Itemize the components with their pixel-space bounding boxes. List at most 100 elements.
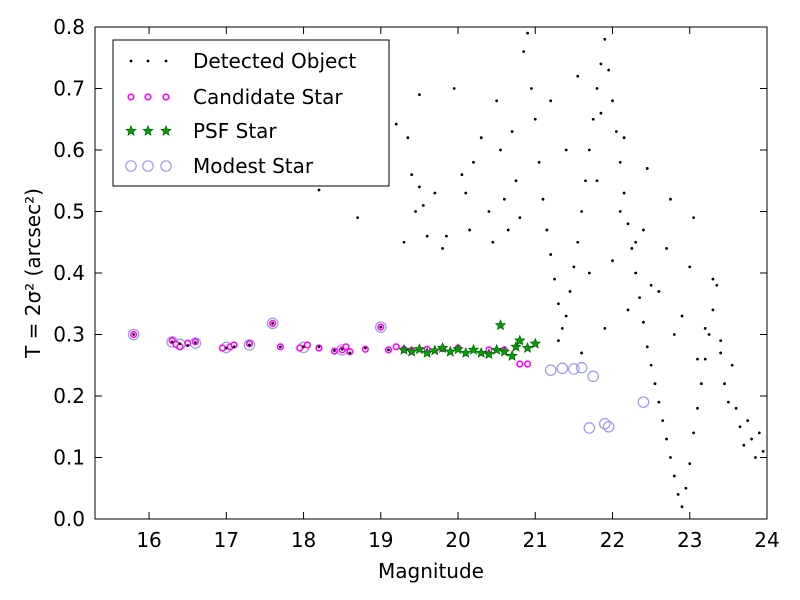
data-point [688, 462, 692, 466]
data-point [757, 431, 761, 435]
data-point [452, 343, 464, 355]
data-point [418, 185, 421, 189]
data-point [645, 167, 649, 170]
data-point [271, 322, 275, 325]
data-point [696, 406, 699, 410]
data-point [410, 173, 414, 177]
data-point [730, 363, 734, 367]
data-point [537, 160, 541, 164]
legend-marker [127, 93, 135, 101]
legend-marker [142, 160, 154, 172]
data-point [557, 339, 560, 343]
data-point [564, 148, 568, 152]
data-point [676, 493, 680, 496]
data-point [653, 382, 657, 386]
data-point [564, 314, 568, 318]
data-point [498, 345, 511, 357]
legend-marker [162, 93, 170, 101]
data-point [394, 122, 398, 126]
data-point [472, 160, 475, 164]
data-point [445, 234, 448, 238]
data-point [692, 216, 696, 220]
data-point [518, 216, 522, 220]
data-point [549, 99, 553, 103]
legend-marker [129, 59, 133, 63]
data-point [680, 314, 684, 318]
legend-label-modest: Modest Star [193, 154, 314, 178]
data-point [224, 346, 228, 350]
y-tick-label: 0.0 [53, 507, 85, 531]
data-point [425, 234, 429, 238]
data-point [661, 419, 665, 422]
x-tick-label: 16 [136, 528, 161, 552]
data-point [750, 437, 753, 441]
legend-marker [125, 160, 137, 172]
data-point [672, 333, 676, 336]
data-point [553, 277, 556, 281]
data-point [591, 117, 595, 121]
data-point [560, 326, 564, 330]
data-point [303, 341, 312, 349]
data-point [557, 302, 560, 306]
data-point [549, 253, 553, 256]
legend: Detected Object Candidate Star PSF Star … [112, 39, 390, 187]
data-point [587, 271, 591, 275]
data-point [506, 350, 518, 361]
data-point [556, 362, 569, 375]
y-tick-label: 0.4 [53, 261, 85, 285]
data-point [575, 361, 588, 374]
data-point [218, 344, 227, 352]
data-point [468, 228, 472, 232]
data-point [541, 197, 545, 201]
data-point [460, 346, 472, 358]
data-point [266, 317, 279, 330]
data-point [618, 210, 622, 213]
y-axis-title: T = 2σ² (arcsec²) [21, 188, 45, 359]
data-point [703, 357, 707, 361]
data-point [127, 328, 140, 341]
data-point [523, 360, 532, 368]
legend-label-detected: Detected Object [193, 49, 356, 73]
data-point [746, 419, 750, 422]
data-point [696, 357, 699, 361]
legend-markers [125, 59, 172, 172]
data-point [441, 247, 444, 250]
data-point [692, 431, 696, 435]
data-point [296, 344, 304, 352]
data-point [703, 326, 707, 330]
data-point [429, 344, 441, 356]
data-point [406, 136, 410, 140]
data-point [186, 344, 190, 347]
data-point [499, 148, 502, 152]
data-point [444, 345, 457, 357]
data-point [603, 37, 607, 41]
data-point [580, 351, 584, 355]
data-point [738, 425, 742, 429]
data-point [414, 210, 417, 213]
data-point [603, 326, 607, 330]
data-point [688, 265, 692, 269]
x-axis-title: Magnitude [378, 559, 484, 583]
data-point [363, 346, 367, 350]
data-point [522, 50, 526, 53]
data-point [464, 191, 468, 195]
data-point [510, 340, 522, 352]
data-point [348, 351, 352, 355]
legend-marker [164, 59, 168, 63]
legend-marker [125, 124, 137, 136]
x-tick-label: 23 [677, 528, 702, 552]
data-point [599, 62, 603, 66]
data-point [232, 345, 236, 349]
data-point [356, 216, 360, 220]
data-point [669, 456, 672, 459]
data-point [529, 337, 541, 349]
data-point [514, 334, 526, 346]
data-point [726, 400, 730, 404]
data-point [374, 321, 387, 333]
x-tick-label: 24 [754, 528, 779, 552]
data-point [576, 74, 580, 78]
data-point [599, 111, 603, 115]
x-tick-label: 19 [368, 528, 393, 552]
data-point [483, 348, 495, 360]
x-tick-label: 20 [445, 528, 470, 552]
